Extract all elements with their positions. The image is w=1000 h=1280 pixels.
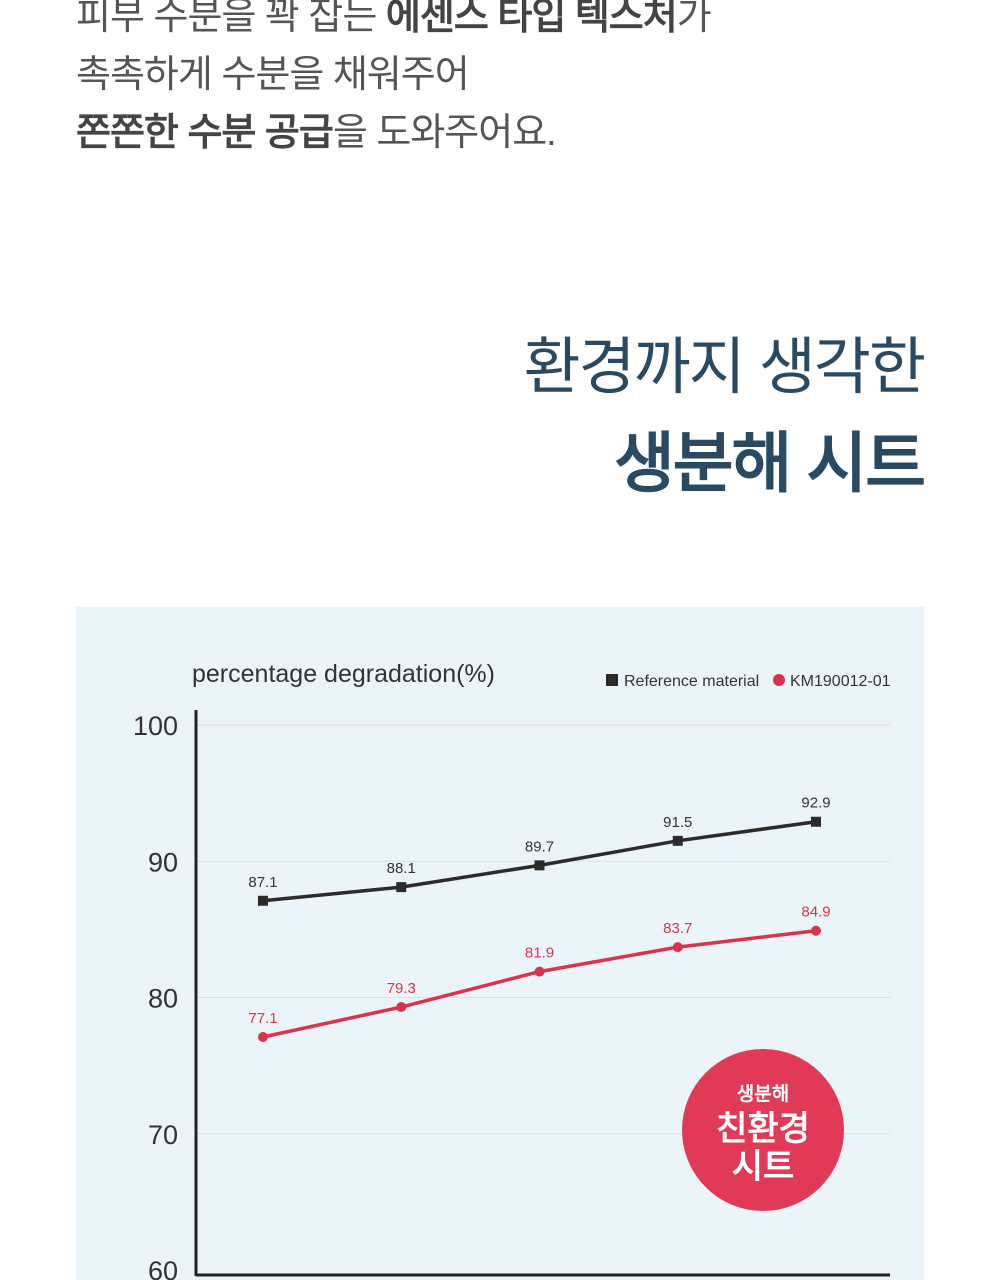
data-point — [396, 882, 407, 893]
data-label: 84.9 — [801, 904, 830, 921]
data-label: 87.1 — [248, 874, 277, 891]
heading-line-2: 생분해 시트 — [614, 426, 926, 500]
data-point — [672, 942, 683, 953]
badge-line-1: 생분해 — [736, 1084, 790, 1105]
y-tick-label: 70 — [148, 1120, 178, 1150]
legend-marker-sample — [773, 674, 785, 686]
y-tick-label: 60 — [148, 1256, 178, 1280]
intro-line-3: 쫀쫀한 수분 공급을 도와주어요. — [76, 104, 711, 162]
section-heading: 환경까지 생각한 생분해 시트 — [523, 330, 926, 506]
data-point — [396, 1002, 407, 1013]
y-tick-label: 100 — [133, 711, 178, 741]
intro-line-1: 피부 수분을 꽉 잡는 에센스 타입 텍스처가 — [76, 0, 712, 46]
heading-line-1: 환경까지 생각한 — [523, 333, 926, 402]
data-point — [672, 835, 683, 846]
legend-marker-reference — [606, 674, 618, 686]
intro-line-3-end: 을 도와주어요. — [332, 112, 557, 154]
data-point — [258, 1032, 268, 1043]
data-label: 89.7 — [525, 838, 554, 855]
intro-line-2: 촉촉하게 수분을 채워주어 — [76, 54, 470, 96]
data-label: 81.9 — [525, 945, 554, 962]
data-label: 77.1 — [248, 1010, 277, 1027]
legend-label-reference: Reference material — [624, 673, 759, 690]
intro-text: 피부 수분을 꽉 잡는 에센스 타입 텍스처가 촉촉하게 수분을 채워주어 쫀쫀… — [76, 0, 712, 162]
data-label: 83.7 — [663, 920, 692, 937]
data-label: 88.1 — [387, 860, 416, 877]
data-point — [811, 816, 821, 827]
y-tick-label: 90 — [148, 847, 178, 877]
data-point — [258, 895, 268, 906]
y-axis-label: percentage degradation(%) — [192, 660, 495, 688]
intro-line-1-bold: 에센스 타입 텍스처 — [385, 0, 678, 38]
data-label: 91.5 — [663, 814, 692, 831]
eco-badge: 생분해 친환경 시트 — [682, 1049, 844, 1211]
y-tick-label: 80 — [148, 984, 178, 1014]
data-point — [534, 966, 545, 977]
intro-line-1-regular: 피부 수분을 꽉 잡는 — [76, 0, 386, 38]
intro-line-1-end: 가 — [676, 0, 712, 38]
data-label: 79.3 — [387, 980, 416, 997]
intro-line-3-bold: 쫀쫀한 수분 공급 — [76, 112, 334, 154]
data-point — [811, 925, 821, 936]
data-point — [534, 860, 545, 871]
badge-line-3: 시트 — [731, 1148, 795, 1186]
legend-label-sample: KM190012-01 — [790, 673, 891, 690]
data-label: 92.9 — [801, 795, 830, 812]
badge-line-2: 친환경 — [716, 1110, 810, 1148]
